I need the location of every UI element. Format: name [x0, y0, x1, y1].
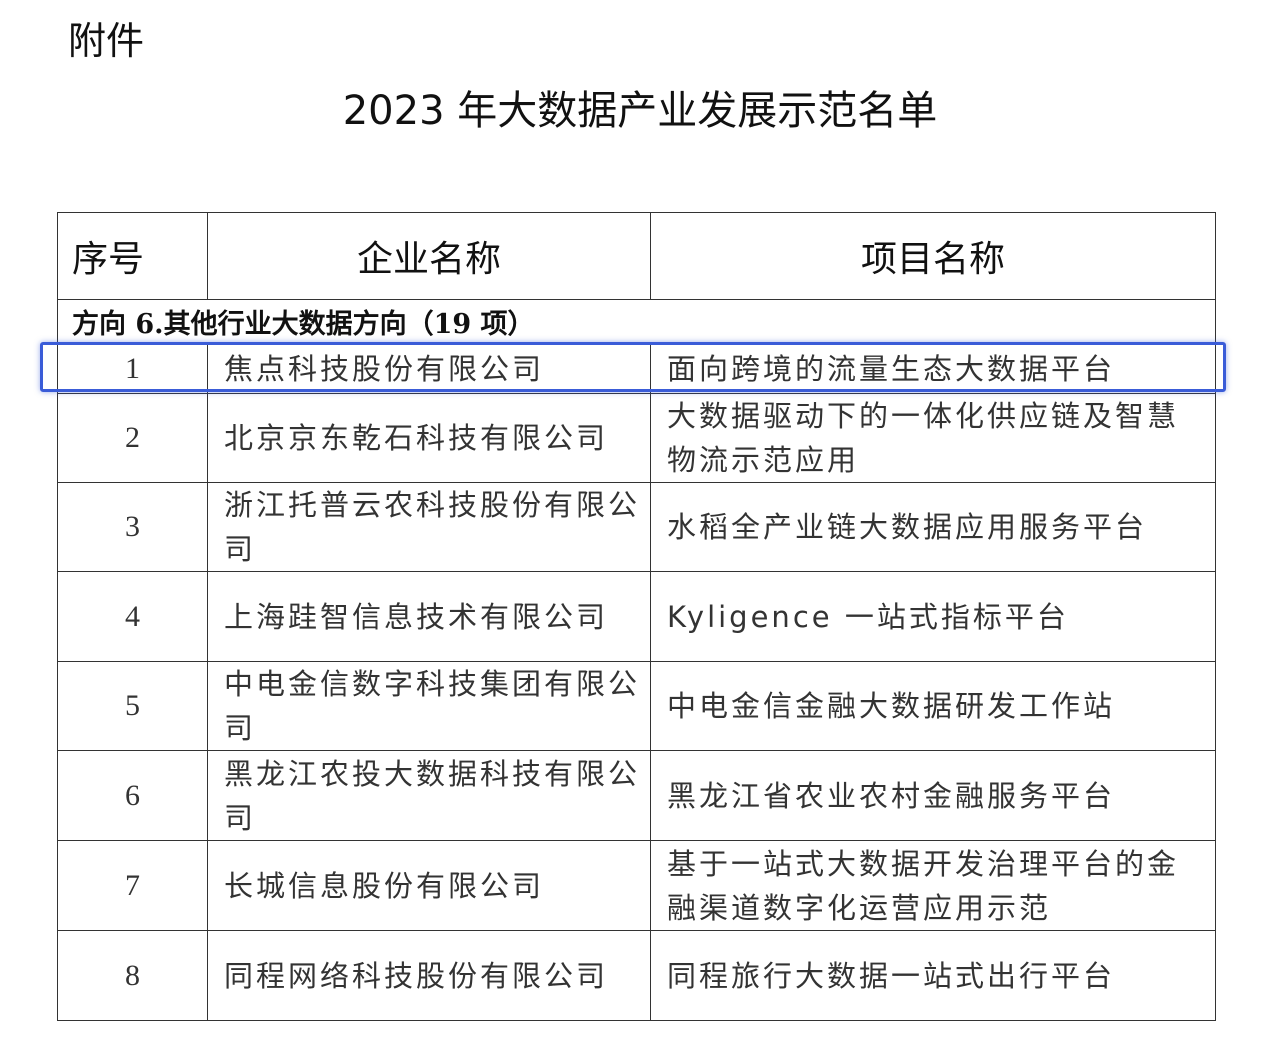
project-name: 大数据驱动下的一体化供应链及智慧物流示范应用: [650, 393, 1216, 483]
row-number: 7: [57, 840, 208, 931]
header-company: 企业名称: [207, 212, 651, 300]
document-title: 2023 年大数据产业发展示范名单: [342, 88, 938, 134]
project-name: 水稻全产业链大数据应用服务平台: [650, 482, 1216, 572]
project-name: 面向跨境的流量生态大数据平台: [650, 343, 1216, 394]
table-header-row: 序号 企业名称 项目名称: [57, 212, 1216, 300]
company-name: 长城信息股份有限公司: [207, 840, 651, 931]
company-name: 黑龙江农投大数据科技有限公司: [207, 750, 651, 841]
project-name: 中电金信金融大数据研发工作站: [650, 661, 1216, 751]
attachment-label: 附件: [68, 19, 145, 63]
table-row[interactable]: 3 浙江托普云农科技股份有限公司 水稻全产业链大数据应用服务平台: [57, 482, 1216, 572]
table-row[interactable]: 1 焦点科技股份有限公司 面向跨境的流量生态大数据平台: [57, 343, 1216, 394]
row-number: 6: [57, 750, 208, 841]
project-name: 黑龙江省农业农村金融服务平台: [650, 750, 1216, 841]
company-name: 焦点科技股份有限公司: [207, 343, 651, 394]
row-number: 8: [57, 930, 208, 1021]
section-title: 方向 6.其他行业大数据方向（19 项）: [57, 299, 1216, 344]
company-name: 北京京东乾石科技有限公司: [207, 393, 651, 483]
section-row: 方向 6.其他行业大数据方向（19 项）: [57, 299, 1216, 344]
table-row[interactable]: 8 同程网络科技股份有限公司 同程旅行大数据一站式出行平台: [57, 930, 1216, 1021]
table-row[interactable]: 2 北京京东乾石科技有限公司 大数据驱动下的一体化供应链及智慧物流示范应用: [57, 393, 1216, 483]
row-number: 2: [57, 393, 208, 483]
header-number: 序号: [57, 212, 208, 300]
company-name: 同程网络科技股份有限公司: [207, 930, 651, 1021]
company-name: 浙江托普云农科技股份有限公司: [207, 482, 651, 572]
table-row[interactable]: 5 中电金信数字科技集团有限公司 中电金信金融大数据研发工作站: [57, 661, 1216, 751]
company-name: 中电金信数字科技集团有限公司: [207, 661, 651, 751]
company-name: 上海跬智信息技术有限公司: [207, 571, 651, 662]
project-name: 同程旅行大数据一站式出行平台: [650, 930, 1216, 1021]
row-number: 5: [57, 661, 208, 751]
project-name: 基于一站式大数据开发治理平台的金融渠道数字化运营应用示范: [650, 840, 1216, 931]
row-number: 3: [57, 482, 208, 572]
table-row[interactable]: 7 长城信息股份有限公司 基于一站式大数据开发治理平台的金融渠道数字化运营应用示范: [57, 840, 1216, 931]
header-project: 项目名称: [650, 212, 1216, 300]
demonstration-list-table: 序号 企业名称 项目名称 方向 6.其他行业大数据方向（19 项） 1 焦点科技股…: [57, 212, 1216, 1021]
row-number: 1: [57, 343, 208, 394]
row-number: 4: [57, 571, 208, 662]
table-row[interactable]: 6 黑龙江农投大数据科技有限公司 黑龙江省农业农村金融服务平台: [57, 750, 1216, 841]
project-name: Kyligence 一站式指标平台: [650, 571, 1216, 662]
table-row[interactable]: 4 上海跬智信息技术有限公司 Kyligence 一站式指标平台: [57, 571, 1216, 662]
